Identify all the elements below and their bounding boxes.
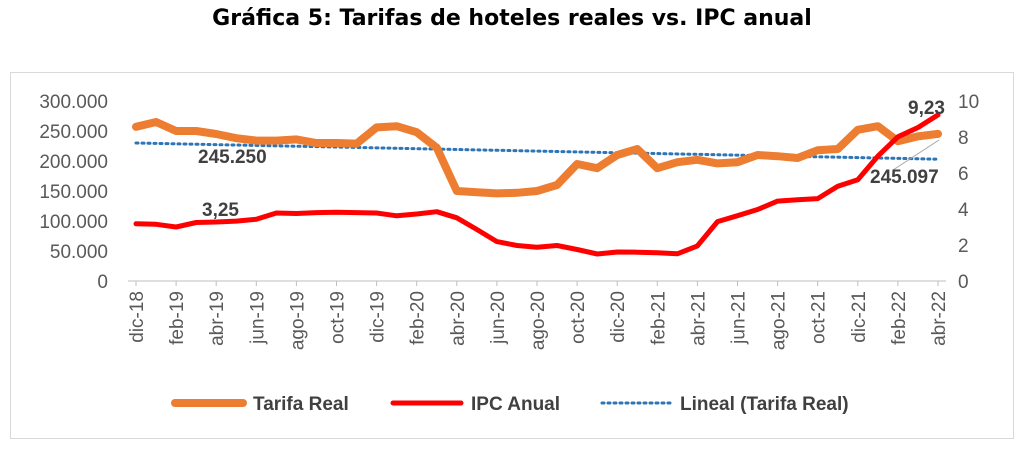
x-tick-label: oct-21 [809, 291, 830, 344]
data-label: 9,23 [908, 98, 945, 119]
y-left-tick-label: 150.000 [39, 182, 108, 203]
x-tick-label: jun-20 [488, 291, 509, 345]
x-tick-label: dic-21 [849, 291, 870, 343]
x-tick-label: feb-20 [408, 291, 429, 345]
y-left-tick-label: 100.000 [39, 212, 108, 233]
data-label: 245.097 [870, 167, 939, 188]
x-tick-label: abr-22 [929, 291, 950, 346]
x-tick-label: abr-21 [688, 291, 709, 346]
x-tick-label: ago-20 [528, 291, 549, 350]
x-tick-label: feb-21 [648, 291, 669, 345]
axes [128, 280, 946, 286]
legend-tarifa-real-label: Tarifa Real [253, 394, 349, 415]
data-label: 245.250 [198, 147, 267, 168]
x-tick-label: abr-19 [207, 291, 228, 346]
x-tick-label: oct-20 [568, 291, 589, 344]
series-lines [132, 112, 942, 257]
y-left-tick-label: 300.000 [39, 92, 108, 113]
y-left-tick-label: 250.000 [39, 122, 108, 143]
annotations: 245.250 3,25 9,23 245.097 [198, 98, 945, 221]
x-tick-labels: dic-18 feb-19 abr-19 jun-19 ago-19 oct-19 dic-… [127, 291, 950, 350]
y-right-tick-label: 0 [958, 272, 969, 293]
x-tick-label: jun-19 [247, 291, 268, 345]
y-right-tick-label: 8 [958, 128, 969, 149]
legend: Tarifa Real IPC Anual Lineal (Tarifa Real) [171, 394, 849, 415]
y-right-tick-label: 4 [958, 200, 969, 221]
legend-lineal-label: Lineal (Tarifa Real) [680, 394, 849, 415]
annotation-leader-line [892, 139, 940, 171]
y-right-tick-label: 10 [958, 92, 979, 113]
y-right-tick-label: 6 [958, 164, 969, 185]
y-left-tick-label: 0 [97, 272, 108, 293]
legend-ipc-anual-label: IPC Anual [471, 394, 560, 415]
x-tick-label: dic-18 [127, 291, 148, 343]
x-tick-label: feb-22 [889, 291, 910, 345]
x-tick-label: abr-20 [448, 291, 469, 346]
data-label: 3,25 [202, 200, 239, 221]
x-tick-label: ago-19 [287, 291, 308, 350]
x-tick-label: feb-19 [167, 291, 188, 345]
chart-frame [10, 72, 1014, 439]
x-tick-label: dic-20 [608, 291, 629, 343]
x-tick-label: ago-21 [769, 291, 790, 350]
y-left-tick-label: 50.000 [50, 242, 108, 263]
x-tick-label: dic-19 [368, 291, 389, 343]
series-tarifa-real [132, 118, 942, 198]
series-ipc-anual [133, 112, 941, 257]
y-tick-labels: 0 50.000 100.000 150.000 200.000 250.000 300.0… [39, 92, 979, 293]
y-left-tick-label: 200.000 [39, 152, 108, 173]
y-right-tick-label: 2 [958, 236, 969, 257]
x-tick-label: jun-21 [729, 291, 750, 345]
chart-title: Gráfica 5: Tarifas de hoteles reales vs.… [212, 6, 812, 31]
x-tick-label: oct-19 [328, 291, 349, 344]
